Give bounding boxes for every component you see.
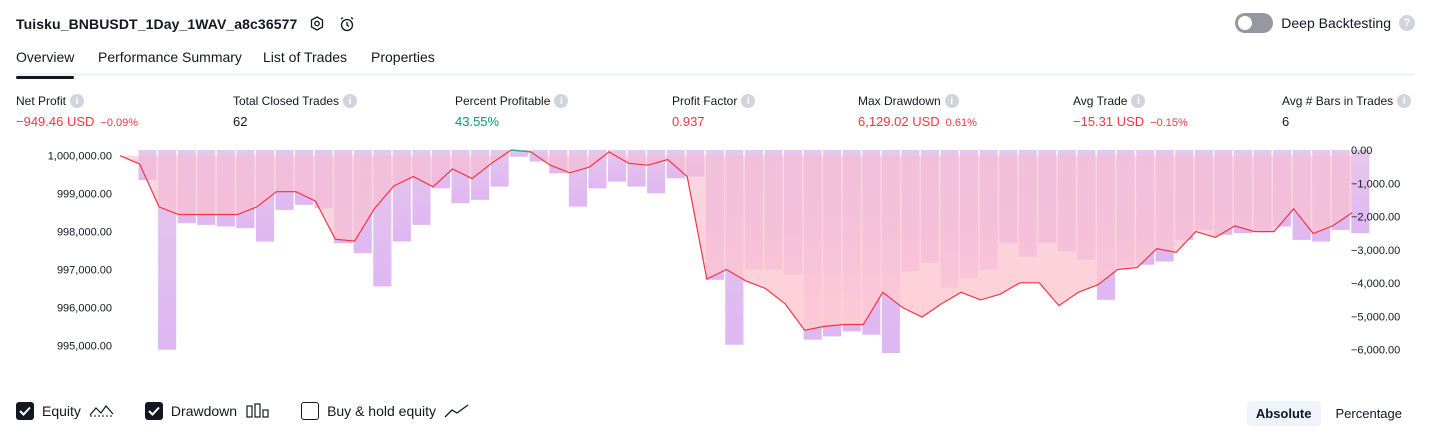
y-right-tick-label: −2,000.00 [1351,212,1400,224]
metric-value: −15.31 USD [1073,114,1145,129]
metric-value: −949.46 USD [16,114,95,129]
info-icon[interactable]: i [1397,94,1412,108]
toggle-knob [1238,16,1253,30]
deep-backtesting: Deep Backtesting ? [1235,13,1415,33]
metric-label: Profit Factor [672,94,738,108]
legend-equity[interactable]: Equity [16,402,115,420]
legend-drawdown[interactable]: Drawdown [144,402,271,420]
tab-overview[interactable]: Overview [16,49,75,79]
y-left-tick-label: 997,000.00 [57,265,112,277]
metric-value: 62 [233,114,248,129]
drawdown-bar [1351,150,1370,234]
drawdown-bar [627,150,646,187]
tab-performance-summary[interactable]: Performance Summary [98,49,242,65]
y-left-tick-label: 999,000.00 [57,189,112,201]
metric-profit-factor: Profit Factor i 0.937 [672,93,756,129]
drawdown-bar [510,150,529,157]
buy-hold-line-icon [444,404,469,418]
equity-checkbox[interactable] [16,402,34,420]
metric-label: Total Closed Trades [233,94,340,108]
y-left-tick-label: 995,000.00 [57,340,112,352]
drawdown-checkbox[interactable] [144,402,163,420]
equity-line-path [119,149,1353,331]
info-icon[interactable]: i [741,94,756,108]
y-right-tick-label: 0.00 [1351,145,1372,157]
drawdown-bars-icon [246,403,269,418]
metric-value: 6 [1282,114,1290,129]
tab-properties[interactable]: Properties [371,49,435,65]
absolute-button[interactable]: Absolute [1246,401,1321,426]
info-icon[interactable]: i [70,94,85,108]
help-icon[interactable]: ? [1399,15,1415,31]
equity-drawdown-chart[interactable]: 1,000,000.00 999,000.00 998,000.00 997,000.… [0,140,1431,372]
chart-legend: Equity Drawdown Buy & hold equity [16,402,500,420]
metric-value: 0.937 [672,114,705,129]
y-left-tick-label: 998,000.00 [57,227,112,239]
y-right-tick-label: −5,000.00 [1351,311,1400,323]
y-right-tick-label: −4,000.00 [1351,278,1400,290]
y-right-tick-label: −6,000.00 [1351,345,1400,357]
metric-label: Percent Profitable [455,94,551,108]
metric-net-profit: Net Profit i −949.46 USD −0.09% [16,93,138,129]
buy-hold-checkbox[interactable] [301,402,320,420]
metric-label: Avg Trade [1073,94,1128,108]
metric-max-drawdown: Max Drawdown i 6,129.02 USD 0.61% [858,93,977,129]
y-right-tick-label: −3,000.00 [1351,245,1400,257]
drawdown-bar [490,150,509,187]
legend-label: Drawdown [170,403,238,419]
deep-backtesting-toggle[interactable] [1235,13,1274,33]
info-icon[interactable]: i [554,94,569,108]
metric-label: Avg # Bars in Trades [1282,94,1394,108]
settings-icon[interactable] [307,14,327,34]
metric-percent-profitable: Percent Profitable i 43.55% [455,93,569,129]
metric-total-closed-trades: Total Closed Trades i 62 [233,93,358,129]
scale-mode-switch: Absolute Percentage [1246,401,1411,426]
info-icon[interactable]: i [944,94,959,108]
y-axis-right: 0.00 −1,000.00 −2,000.00 −3,000.00 −4,000.00… [1351,145,1400,357]
deep-backtesting-label: Deep Backtesting [1281,15,1391,31]
percentage-button[interactable]: Percentage [1335,406,1403,421]
metric-value: 6,129.02 USD [858,114,940,129]
tab-bar: Overview Performance Summary List of Tra… [16,46,1415,79]
y-right-tick-label: −1,000.00 [1351,178,1400,190]
strategy-title: Tuisku_BNBUSDT_1Day_1WAV_a8c36577 [16,16,298,32]
header: Tuisku_BNBUSDT_1Day_1WAV_a8c36577 [16,12,357,36]
alarm-clock-icon[interactable] [337,14,357,34]
tab-list-of-trades[interactable]: List of Trades [263,49,348,65]
equity-line [119,149,1353,331]
y-left-tick-label: 996,000.00 [57,303,112,315]
equity-area [120,155,1353,331]
metric-percent: 0.61% [945,117,977,129]
equity-area-fill [120,155,1353,331]
metric-value: 43.55% [455,114,500,129]
metric-label: Max Drawdown [858,94,941,108]
legend-label: Buy & hold equity [327,403,437,419]
info-icon[interactable]: i [343,94,358,108]
metric-percent: −0.15% [1150,117,1188,129]
metric-label: Net Profit [16,94,67,108]
y-left-tick-label: 1,000,000.00 [48,151,112,163]
drawdown-bar [608,150,627,182]
metric-avg-trade: Avg Trade i −15.31 USD −0.15% [1073,93,1188,129]
info-icon[interactable]: i [1131,94,1146,108]
equity-line-up-segment [511,149,531,153]
metric-percent: −0.09% [100,117,139,129]
legend-label: Equity [42,403,81,419]
metric-avg-bars: Avg # Bars in Trades i 6 [1282,93,1412,129]
legend-buy-hold[interactable]: Buy & hold equity [301,402,470,420]
equity-line-icon [89,405,114,417]
y-axis-left: 1,000,000.00 999,000.00 998,000.00 997,000.… [48,151,112,353]
